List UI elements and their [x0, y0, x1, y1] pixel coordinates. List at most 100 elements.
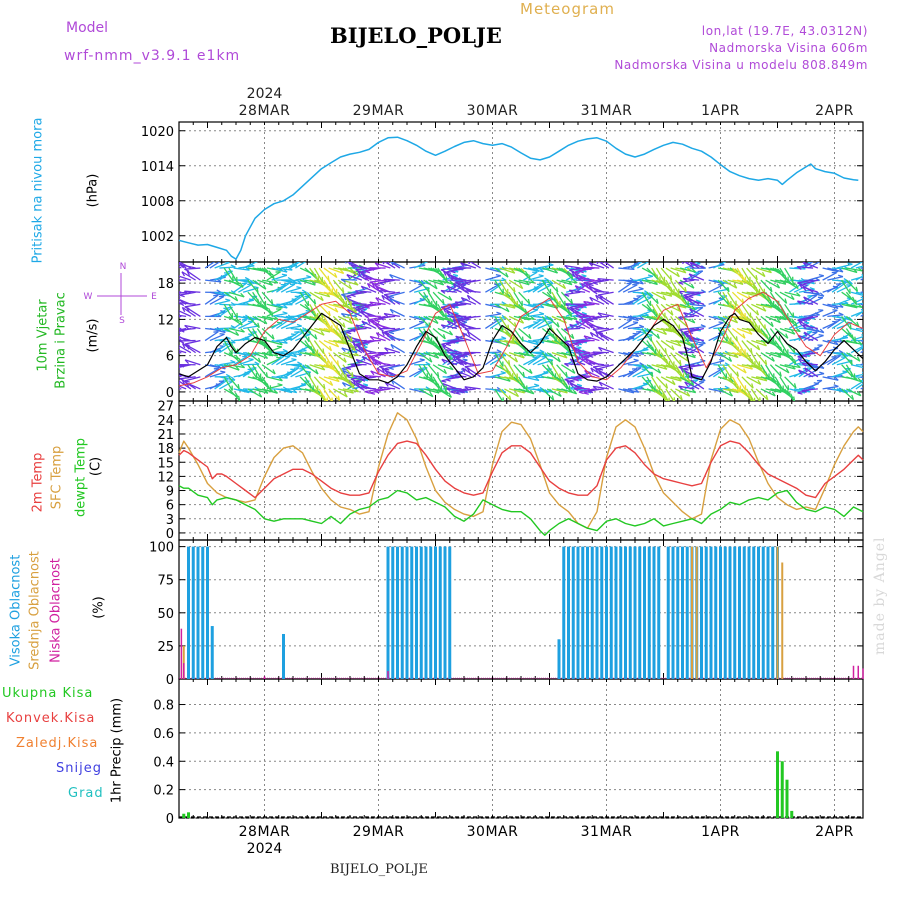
wind-barb-head	[460, 319, 466, 323]
wind-barb-head	[588, 355, 594, 358]
wind-barb	[304, 364, 319, 375]
wind-barb	[850, 380, 863, 390]
wind-barb-head	[790, 355, 795, 361]
wind-barb-head	[342, 322, 346, 328]
wind-barb	[204, 368, 220, 378]
wind-barb	[461, 296, 477, 305]
wind-barb	[441, 324, 458, 330]
wind-barb	[285, 331, 300, 342]
wind-barb-head	[381, 367, 385, 373]
wind-barb-head	[225, 298, 231, 302]
wind-barb	[689, 308, 705, 317]
wind-barb	[262, 315, 278, 320]
wind-barb	[299, 291, 309, 307]
wind-barb-head	[179, 264, 185, 269]
wind-barb-head	[677, 341, 682, 347]
wind-barb	[592, 364, 609, 368]
cloud-bar	[781, 562, 784, 679]
wind-barb-head	[595, 294, 599, 300]
cloud-bar	[691, 546, 693, 679]
wind-barb-head	[688, 262, 693, 266]
wind-barb	[228, 376, 240, 390]
wind-barb	[627, 331, 642, 342]
wind-barb-head	[435, 267, 440, 273]
wind-barb	[689, 303, 706, 307]
wind-barb-head	[563, 353, 568, 359]
wind-barb	[364, 374, 381, 378]
wind-barb	[708, 322, 724, 330]
wind-barb	[432, 340, 443, 355]
wind-barb	[797, 315, 814, 321]
wind-barb	[670, 316, 681, 330]
wind-barb	[822, 376, 839, 381]
cloud-bar	[183, 663, 185, 679]
wind-barb-head	[791, 318, 796, 323]
wind-barb-head	[851, 296, 856, 302]
wind-barb	[219, 339, 236, 344]
wind-barb	[523, 339, 540, 346]
wind-barb-head	[772, 377, 777, 383]
wind-barb	[428, 279, 444, 286]
wind-barb-head	[650, 336, 653, 342]
wind-barb	[318, 376, 333, 386]
wind-barb	[722, 291, 732, 307]
y-tick-label: 6	[166, 350, 174, 365]
wind-barb-head	[578, 315, 584, 320]
wind-barb	[570, 275, 587, 281]
wind-barb-head	[235, 354, 240, 360]
wind-barb	[352, 287, 369, 293]
wind-barb	[328, 279, 338, 295]
wind-barb	[261, 376, 272, 391]
wind-barb	[860, 277, 863, 281]
wind-barb	[228, 327, 245, 333]
cloud-bar	[700, 546, 703, 679]
wind-barb	[513, 291, 523, 307]
wind-barb	[717, 279, 730, 293]
wind-barb-head	[669, 275, 673, 281]
wind-barb-head	[690, 283, 695, 289]
wind-barb	[271, 319, 286, 330]
wind-barb-head	[240, 363, 246, 369]
wind-barb-head	[297, 361, 303, 365]
pressure-unit-label: (hPa)	[85, 173, 101, 208]
wind-barb	[384, 347, 401, 354]
wind-barb	[803, 331, 819, 342]
wind-barb	[356, 358, 372, 366]
wind-barb	[440, 289, 457, 293]
wind-barb	[247, 291, 260, 305]
wind-barb	[460, 323, 477, 330]
y-tick-label: 50	[157, 607, 174, 622]
wind-barb	[646, 303, 658, 318]
wind-barb	[831, 356, 847, 366]
wind-barb	[518, 267, 531, 280]
wind-barb	[304, 376, 314, 391]
wind-barb-head	[848, 280, 853, 285]
wind-barb-head	[580, 282, 585, 289]
wind-barb	[409, 368, 424, 378]
wind-barb	[755, 364, 768, 377]
wind-barb	[467, 330, 481, 342]
wind-barb	[561, 279, 578, 284]
wind-barb	[797, 266, 814, 269]
wind-barb	[836, 368, 851, 378]
wind-barb-head	[350, 378, 356, 382]
wind-barb-head	[551, 395, 555, 401]
wind-barb-head	[776, 283, 781, 289]
wind-barb	[546, 364, 557, 379]
wind-barb-head	[284, 282, 290, 285]
wind-barb	[209, 262, 221, 269]
wind-barb	[299, 376, 312, 389]
wind-barb-head	[352, 379, 357, 385]
wind-barb	[223, 291, 238, 302]
wind-barb	[784, 376, 797, 389]
wind-barb-head	[179, 346, 181, 350]
wind-barb	[678, 327, 695, 331]
wind-barb-head	[578, 353, 584, 357]
wind-barb	[595, 330, 610, 342]
wind-barb	[328, 352, 339, 366]
wind-barb	[760, 315, 774, 328]
wind-barb	[751, 339, 767, 347]
precip-bar	[187, 812, 190, 818]
cloud-bar	[676, 546, 680, 679]
wind-barb	[205, 279, 222, 283]
